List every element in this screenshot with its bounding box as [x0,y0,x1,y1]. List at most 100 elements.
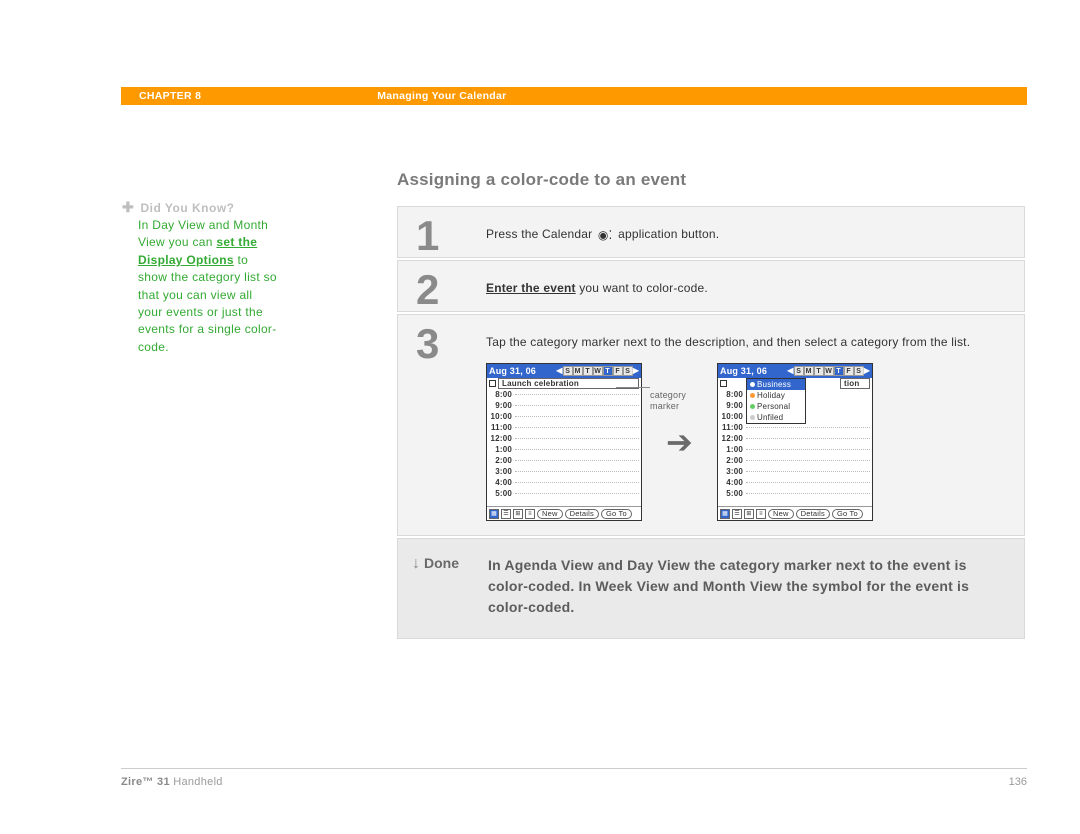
done-block: ↓ Done In Agenda View and Day View the c… [397,538,1025,639]
time-4: 12:00 [718,434,746,443]
dropdown-item-business[interactable]: Business [747,379,805,390]
view-month-icon[interactable]: ⊞ [513,509,523,519]
step-number: 3 [398,315,482,535]
time-9: 5:00 [487,489,515,498]
plus-icon: ✚ [122,199,136,216]
tip-after: to show the category list so that you ca… [138,253,277,354]
time-line [515,493,639,494]
done-label-wrap: ↓ Done [412,555,488,618]
step-2: 2 Enter the event you want to color-code… [397,260,1025,312]
enter-event-link[interactable]: Enter the event [486,281,576,295]
step-number: 1 [398,207,482,257]
time-line [746,482,870,483]
nav-next-icon[interactable]: ▶ [633,366,639,376]
done-text: In Agenda View and Day View the category… [488,555,1006,618]
time-line [515,471,639,472]
day-t[interactable]: T [583,366,593,376]
time-4: 12:00 [487,434,515,443]
goto-button[interactable]: Go To [832,509,863,519]
day-m[interactable]: M [573,366,583,376]
time-9: 5:00 [718,489,746,498]
product-bold: Zire™ 31 [121,776,170,788]
did-you-know-label: Did You Know? [140,201,234,215]
category-dropdown[interactable]: Business Holiday Personal Unfiled [746,378,806,424]
ss-days: ◀ S M T W T F S ▶ [787,366,870,376]
step2-after: you want to color-code. [576,281,708,295]
day-m[interactable]: M [804,366,814,376]
dropdown-item-holiday[interactable]: Holiday [747,390,805,401]
dd-label: Unfiled [757,413,783,422]
view-day-icon[interactable]: ▦ [720,509,730,519]
time-line [515,394,639,395]
day-s[interactable]: S [794,366,804,376]
ss-date: Aug 31, 06 [720,366,767,376]
time-line [746,438,870,439]
time-line [746,449,870,450]
day-w[interactable]: W [824,366,834,376]
goto-button[interactable]: Go To [601,509,632,519]
arrow-right-icon: ➔ [666,423,693,461]
event-suffix[interactable]: tion [840,378,870,389]
view-agenda-icon[interactable]: ≡ [756,509,766,519]
time-8: 4:00 [487,478,515,487]
new-button[interactable]: New [768,509,794,519]
callout-line [616,387,650,388]
step-body: Press the Calendar ◉⁚ application button… [482,207,1024,257]
page-number: 136 [1009,776,1027,788]
view-week-icon[interactable]: ☰ [732,509,742,519]
time-3: 11:00 [718,423,746,432]
callout-label: category marker [650,390,700,412]
time-1: 9:00 [718,401,746,410]
day-f[interactable]: F [844,366,854,376]
day-s[interactable]: S [563,366,573,376]
time-0: 8:00 [718,390,746,399]
details-button[interactable]: Details [796,509,830,519]
ss-times: 8:00 9:00 10:00 11:00 12:00 1:00 2:00 3:… [487,389,641,499]
header-bar: CHAPTER 8 Managing Your Calendar [121,87,1027,105]
done-label: Done [424,555,459,571]
dot-icon [750,404,755,409]
screenshot-2: Aug 31, 06 ◀ S M T W T F S ▶ [717,363,873,521]
ss-header: Aug 31, 06 ◀ S M T W T F S ▶ [718,364,872,378]
day-t2[interactable]: T [603,366,613,376]
product-name: Zire™ 31 Handheld [121,776,223,788]
time-6: 2:00 [718,456,746,465]
day-t2[interactable]: T [834,366,844,376]
new-button[interactable]: New [537,509,563,519]
time-7: 3:00 [487,467,515,476]
sidebar: ✚ Did You Know? In Day View and Month Vi… [122,199,362,356]
time-8: 4:00 [718,478,746,487]
time-line [515,449,639,450]
time-5: 1:00 [487,445,515,454]
ss-days: ◀ S M T W T F S ▶ [556,366,639,376]
day-w[interactable]: W [593,366,603,376]
screenshot-1-wrap: Aug 31, 06 ◀ S M T W T F S ▶ [486,363,642,521]
chapter-label: CHAPTER 8 [139,90,201,102]
product-rest: Handheld [170,776,223,788]
details-button[interactable]: Details [565,509,599,519]
day-f[interactable]: F [613,366,623,376]
dropdown-item-personal[interactable]: Personal [747,401,805,412]
nav-next-icon[interactable]: ▶ [864,366,870,376]
time-3: 11:00 [487,423,515,432]
dropdown-item-unfiled[interactable]: Unfiled [747,412,805,423]
time-7: 3:00 [718,467,746,476]
day-s2[interactable]: S [854,366,864,376]
step-number: 2 [398,261,482,311]
day-t[interactable]: T [814,366,824,376]
time-line [746,460,870,461]
time-line [746,471,870,472]
step-3: 3 Tap the category marker next to the de… [397,314,1025,536]
time-line [746,427,870,428]
category-marker[interactable] [720,380,727,387]
view-day-icon[interactable]: ▦ [489,509,499,519]
day-s2[interactable]: S [623,366,633,376]
view-month-icon[interactable]: ⊞ [744,509,754,519]
view-week-icon[interactable]: ☰ [501,509,511,519]
section-label: Managing Your Calendar [377,90,506,102]
dot-icon [750,415,755,420]
view-agenda-icon[interactable]: ≡ [525,509,535,519]
footer: Zire™ 31 Handheld 136 [121,776,1027,788]
ss-footer: ▦ ☰ ⊞ ≡ New Details Go To [487,506,641,520]
category-marker[interactable] [489,380,496,387]
